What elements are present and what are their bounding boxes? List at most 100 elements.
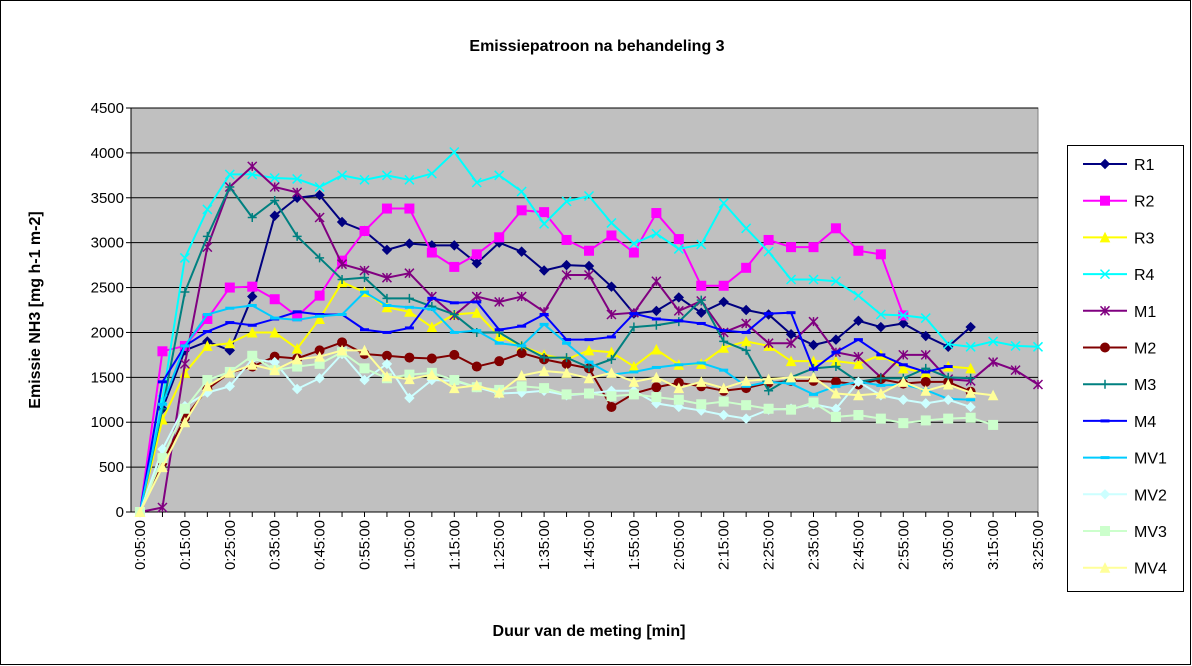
data-point xyxy=(718,198,729,209)
data-point xyxy=(965,362,976,374)
data-point xyxy=(381,272,392,283)
y-tick-label: 500 xyxy=(99,459,124,476)
data-point xyxy=(673,382,685,394)
y-tick-label: 4500 xyxy=(91,100,124,117)
data-point xyxy=(314,189,325,201)
data-point xyxy=(561,259,572,271)
data-point xyxy=(853,389,864,401)
legend-marker xyxy=(1100,342,1110,353)
data-point xyxy=(808,316,819,327)
data-point xyxy=(426,369,438,380)
data-point xyxy=(583,190,595,202)
data-point xyxy=(673,292,685,303)
data-point xyxy=(382,293,392,303)
data-point xyxy=(584,388,594,399)
data-point xyxy=(539,218,550,229)
data-point xyxy=(247,169,258,180)
data-point xyxy=(696,239,707,250)
data-point xyxy=(314,373,325,384)
data-point xyxy=(943,339,954,350)
data-point xyxy=(718,296,729,308)
legend-marker xyxy=(1099,305,1111,316)
data-point xyxy=(381,244,393,256)
data-point xyxy=(898,349,909,360)
data-point xyxy=(763,403,774,414)
data-point xyxy=(875,387,887,399)
x-tick-label: 1:25:00 xyxy=(491,520,508,570)
legend-label: MV3 xyxy=(1134,524,1167,541)
legend-marker xyxy=(1099,562,1111,573)
data-point xyxy=(786,242,797,253)
data-point xyxy=(628,247,639,258)
data-point xyxy=(314,351,325,362)
data-point xyxy=(359,374,370,386)
data-point xyxy=(606,401,617,412)
data-point xyxy=(539,383,550,394)
data-point xyxy=(786,338,797,349)
data-point xyxy=(292,187,303,198)
data-point xyxy=(494,232,505,243)
data-point xyxy=(471,258,482,269)
data-point xyxy=(920,415,931,426)
legend xyxy=(1067,145,1184,592)
data-point xyxy=(920,313,931,324)
legend-marker xyxy=(1099,231,1111,243)
data-point xyxy=(538,365,550,377)
legend-label: MV4 xyxy=(1134,561,1167,578)
data-point xyxy=(719,336,729,346)
data-point xyxy=(157,461,168,473)
data-point xyxy=(225,182,235,192)
data-point xyxy=(584,362,594,372)
data-point xyxy=(247,213,257,223)
data-point xyxy=(337,274,347,284)
data-point xyxy=(628,376,640,387)
y-tick-label: 3000 xyxy=(91,235,124,252)
data-point xyxy=(943,413,954,424)
data-point xyxy=(830,276,841,287)
data-point xyxy=(763,373,774,385)
x-tick-label: 0:45:00 xyxy=(312,520,329,570)
x-tick-label: 0:55:00 xyxy=(357,520,374,570)
x-tick-label: 2:25:00 xyxy=(761,520,778,570)
x-tick-label: 2:55:00 xyxy=(895,520,912,570)
data-point xyxy=(920,376,931,387)
plot-area xyxy=(130,107,1039,513)
data-point xyxy=(494,356,505,367)
data-point xyxy=(269,210,280,221)
x-tick-label: 3:15:00 xyxy=(985,520,1002,570)
data-point xyxy=(606,391,617,402)
data-point xyxy=(449,349,460,360)
data-point xyxy=(246,359,258,370)
data-point xyxy=(853,245,864,256)
data-point xyxy=(808,274,819,285)
data-point xyxy=(965,321,976,333)
data-point xyxy=(1010,340,1021,351)
data-point xyxy=(471,379,483,391)
data-point xyxy=(337,170,348,181)
x-tick-label: 2:35:00 xyxy=(806,520,823,570)
data-point xyxy=(494,296,505,307)
data-point xyxy=(202,380,213,392)
legend-label: M3 xyxy=(1134,377,1156,394)
data-point xyxy=(247,161,258,172)
data-point xyxy=(314,212,325,223)
data-point xyxy=(763,338,774,349)
x-tick-label: 3:05:00 xyxy=(940,520,957,570)
x-tick-label: 3:25:00 xyxy=(1030,520,1047,570)
data-point xyxy=(1010,365,1021,376)
data-point xyxy=(651,276,662,287)
data-point xyxy=(628,389,639,400)
data-point xyxy=(853,410,864,421)
data-point xyxy=(741,223,752,234)
data-point xyxy=(516,186,527,197)
x-tick-label: 0:25:00 xyxy=(222,520,239,570)
data-point xyxy=(763,246,774,257)
series-layer xyxy=(134,146,1044,518)
data-point xyxy=(741,318,752,329)
data-point xyxy=(471,249,482,260)
y-axis-title: Emissie NH3 [mg h-1 m-2] xyxy=(27,211,44,408)
data-point xyxy=(942,394,954,405)
data-point xyxy=(426,168,437,179)
